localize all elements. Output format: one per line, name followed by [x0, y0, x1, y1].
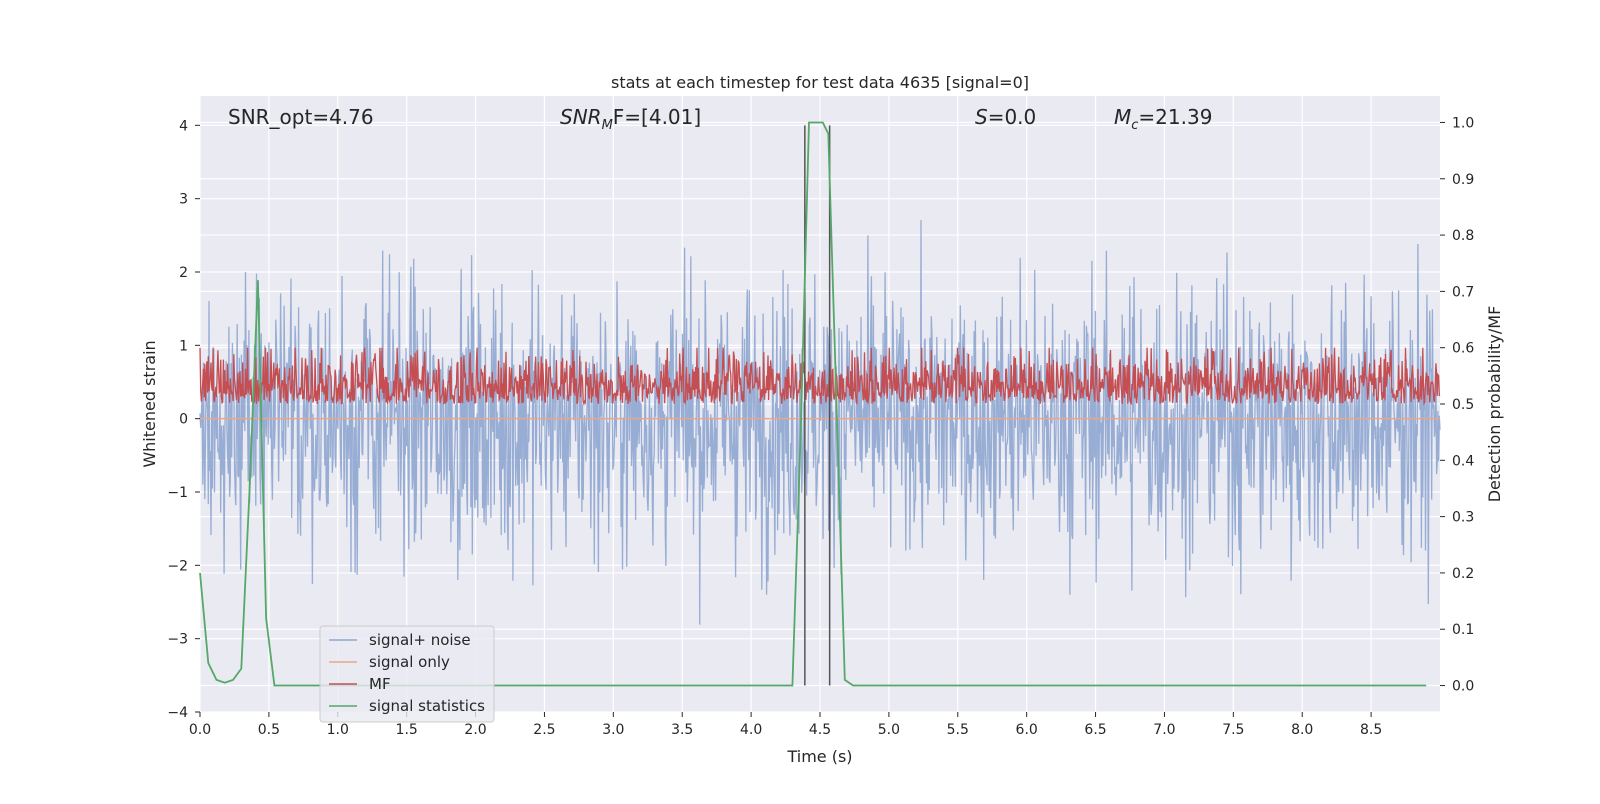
x-tick-label-17: 8.5 [1360, 722, 1382, 738]
y-ticks: 4 3 2 1 0 −1 −2 −3 −4 [167, 118, 200, 721]
annotation-s-rest: =0.0 [988, 105, 1037, 129]
annotation-mc: Mc=21.39 [1114, 105, 1212, 133]
y2-tick-label-8: 0.2 [1452, 566, 1474, 582]
x-axis-label: Time (s) [786, 747, 852, 766]
chart-title: stats at each timestep for test data 463… [611, 73, 1029, 92]
x-tick-label-8: 4.0 [740, 722, 762, 738]
legend-label-signal-only: signal only [369, 653, 450, 671]
y-tick-label-1: 3 [179, 192, 188, 208]
legend-label-signal-statistics: signal statistics [369, 697, 485, 715]
vertical-lines [804, 125, 831, 686]
y2-tick-label-6: 0.4 [1452, 453, 1474, 469]
annotation-snr-mf-sub: M [602, 118, 613, 133]
x-tick-label-2: 1.0 [327, 722, 349, 738]
y-tick-label-7: −3 [167, 632, 188, 648]
x-tick-label-1: 0.5 [258, 722, 280, 738]
y2-tick-label-10: 0.0 [1452, 679, 1474, 695]
y2-ticks: 1.0 0.9 0.8 0.7 0.6 0.5 0.4 0.3 0.2 0.1 0.0 [1440, 115, 1474, 695]
x-tick-label-10: 5.0 [878, 722, 900, 738]
x-tick-label-6: 3.0 [602, 722, 624, 738]
x-tick-label-12: 6.0 [1016, 722, 1038, 738]
line-mf [199, 347, 1441, 406]
annotation-s: S=0.0 [975, 105, 1036, 129]
x-tick-label-0: 0.0 [189, 722, 211, 738]
y-tick-label-3: 1 [179, 338, 188, 354]
y-tick-label-5: −1 [167, 485, 188, 501]
x-tick-label-4: 2.0 [464, 722, 486, 738]
x-tick-label-11: 5.5 [947, 722, 969, 738]
y-axis-label: Whitened strain [140, 340, 159, 467]
annotation-snr-mf: SNRMF=[4.01] [560, 105, 701, 133]
annotation-snr-mf-main: SNR [560, 105, 602, 129]
y-tick-label-2: 2 [179, 265, 188, 281]
annotation-mc-sub: c [1131, 118, 1138, 133]
annotation-snr-opt: SNR_opt=4.76 [228, 105, 374, 129]
x-tick-label-15: 7.5 [1222, 722, 1244, 738]
x-tick-label-16: 8.0 [1291, 722, 1313, 738]
y-tick-label-6: −2 [167, 558, 188, 574]
annotation-mc-rest: =21.39 [1138, 105, 1212, 129]
y2-tick-label-7: 0.3 [1452, 510, 1474, 526]
annotation-s-main: S [975, 105, 988, 129]
y2-tick-label-5: 0.5 [1452, 397, 1474, 413]
x-ticks: 0.0 0.5 1.0 1.5 2.0 2.5 3.0 3.5 4.0 4.5 5.0 5.5 6.0 6… [189, 712, 1382, 738]
y2-tick-label-3: 0.7 [1452, 284, 1474, 300]
legend-label-mf: MF [369, 675, 391, 693]
annotation-snr-mf-rest: F=[4.01] [613, 105, 701, 129]
y2-tick-label-2: 0.8 [1452, 228, 1474, 244]
x-tick-label-14: 7.0 [1153, 722, 1175, 738]
x-tick-label-3: 1.5 [396, 722, 418, 738]
x-tick-label-13: 6.5 [1084, 722, 1106, 738]
series-mf [199, 347, 1441, 406]
y-tick-label-4: 0 [179, 412, 188, 428]
y-tick-label-0: 4 [179, 118, 188, 134]
y2-axis-label: Detection probability/MF [1485, 306, 1504, 503]
legend-box [319, 625, 495, 723]
x-tick-label-5: 2.5 [533, 722, 555, 738]
y-tick-label-8: −4 [167, 705, 188, 721]
annotation-mc-main: M [1114, 105, 1131, 129]
x-tick-label-7: 3.5 [671, 722, 693, 738]
y2-tick-label-1: 0.9 [1452, 172, 1474, 188]
x-tick-label-9: 4.5 [809, 722, 831, 738]
y2-tick-label-0: 1.0 [1452, 115, 1474, 131]
legend-label-signal-noise: signal+ noise [369, 631, 471, 649]
y2-tick-label-4: 0.6 [1452, 341, 1474, 357]
legend: signal+ noise signal only MF signal stat… [319, 625, 495, 723]
y2-tick-label-9: 0.1 [1452, 622, 1474, 638]
